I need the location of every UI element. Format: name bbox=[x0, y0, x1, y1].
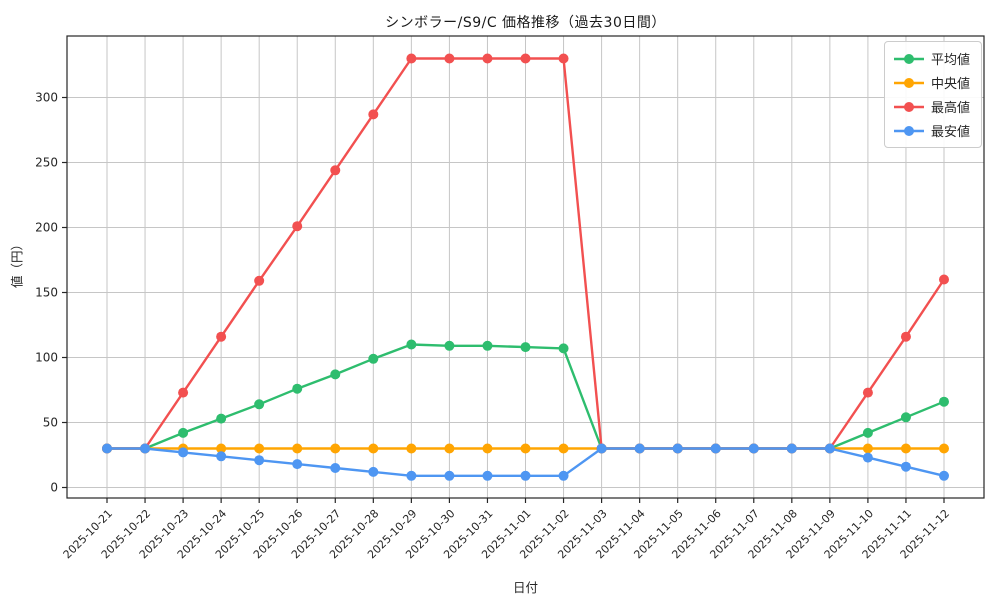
series-min-marker bbox=[368, 466, 379, 477]
series-max-marker bbox=[178, 387, 189, 398]
series-median-marker bbox=[444, 443, 455, 454]
legend-marker-min bbox=[893, 125, 924, 136]
legend: 平均値中央値最高値最安値 bbox=[883, 41, 982, 148]
series-min-marker bbox=[748, 443, 759, 454]
series-max-marker bbox=[216, 331, 227, 342]
legend-label-max: 最高値 bbox=[930, 101, 970, 116]
series-max-marker bbox=[292, 221, 303, 232]
series-max-marker bbox=[482, 53, 493, 64]
series-min-marker bbox=[596, 443, 607, 454]
series-median-marker bbox=[900, 443, 911, 454]
series-min-marker bbox=[292, 459, 303, 470]
series-median-marker bbox=[406, 443, 417, 454]
series-max-marker bbox=[444, 53, 455, 64]
series-min-marker bbox=[710, 443, 721, 454]
series-median-marker bbox=[330, 443, 341, 454]
series-average-marker bbox=[482, 340, 493, 351]
series-min-marker bbox=[406, 470, 417, 481]
legend-label-min: 最安値 bbox=[930, 125, 970, 140]
series-average-marker bbox=[520, 342, 531, 353]
series-average-marker bbox=[330, 369, 341, 380]
legend-item-average: 平均値 bbox=[893, 49, 970, 68]
series-average-marker bbox=[368, 353, 379, 364]
series-median-marker bbox=[862, 443, 873, 454]
legend-item-median: 中央値 bbox=[893, 73, 970, 92]
legend-marker-max bbox=[893, 101, 924, 112]
series-median-marker bbox=[520, 443, 531, 454]
legend-label-average: 平均値 bbox=[930, 53, 970, 68]
series-median-marker bbox=[482, 443, 493, 454]
series-average-marker bbox=[216, 413, 227, 424]
x-axis-label: 日付 bbox=[512, 580, 538, 595]
legend-label-median: 中央値 bbox=[930, 77, 970, 92]
series-median-marker bbox=[939, 443, 949, 454]
series-min-marker bbox=[178, 447, 189, 458]
legend-item-min: 最安値 bbox=[893, 121, 970, 140]
legend-item-max: 最高値 bbox=[893, 97, 970, 116]
series-min-marker bbox=[824, 443, 835, 454]
y-tick-label: 100 bbox=[35, 351, 58, 365]
series-average-marker bbox=[292, 383, 303, 394]
y-tick-label: 200 bbox=[35, 221, 58, 235]
series-median-marker bbox=[368, 443, 379, 454]
series-max-marker bbox=[254, 275, 265, 286]
series-min-marker bbox=[482, 470, 493, 481]
y-tick-label: 150 bbox=[35, 286, 58, 300]
series-max-marker bbox=[939, 274, 949, 285]
series-average-marker bbox=[900, 412, 911, 423]
series-max-marker bbox=[862, 387, 873, 398]
series-max-marker bbox=[520, 53, 531, 64]
legend-marker-median bbox=[893, 77, 924, 88]
series-median-marker bbox=[254, 443, 265, 454]
series-average-marker bbox=[558, 343, 569, 354]
legend-marker-average bbox=[893, 53, 924, 64]
series-min-marker bbox=[216, 451, 227, 462]
series-min-marker bbox=[634, 443, 645, 454]
series-max-marker bbox=[330, 165, 341, 176]
series-min-marker bbox=[520, 470, 531, 481]
series-average-marker bbox=[862, 427, 873, 438]
series-average-marker bbox=[406, 339, 417, 350]
series-min-marker bbox=[444, 470, 455, 481]
series-max-marker bbox=[900, 331, 911, 342]
series-average-marker bbox=[444, 340, 455, 351]
series-max-marker bbox=[558, 53, 569, 64]
series-median-marker bbox=[558, 443, 569, 454]
series-average-marker bbox=[939, 396, 949, 407]
series-min-marker bbox=[672, 443, 683, 454]
series-min-marker bbox=[102, 443, 112, 454]
series-min-marker bbox=[558, 470, 569, 481]
y-tick-label: 0 bbox=[50, 481, 58, 495]
series-min-marker bbox=[862, 452, 873, 463]
series-min-marker bbox=[140, 443, 151, 454]
series-median-marker bbox=[216, 443, 227, 454]
series-max-marker bbox=[406, 53, 417, 64]
series-max-marker bbox=[368, 109, 379, 120]
series-min-marker bbox=[900, 461, 911, 472]
series-min-marker bbox=[330, 463, 341, 473]
y-tick-label: 50 bbox=[43, 416, 58, 430]
y-tick-label: 250 bbox=[35, 156, 58, 170]
chart-title: シンボラー/S9/C 価格推移（過去30日間） bbox=[385, 15, 666, 31]
series-average-marker bbox=[254, 399, 265, 410]
series-average-marker bbox=[178, 427, 189, 438]
series-median-marker bbox=[292, 443, 303, 454]
series-min-marker bbox=[254, 455, 265, 466]
series-min-marker bbox=[939, 470, 949, 481]
y-tick-label: 300 bbox=[35, 91, 58, 105]
series-min-marker bbox=[786, 443, 797, 454]
